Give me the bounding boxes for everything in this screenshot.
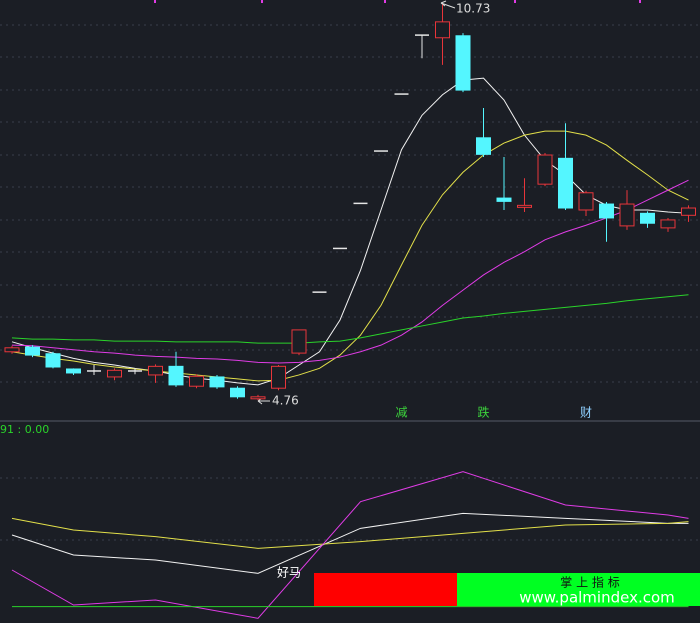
candle-body [45,353,61,368]
candle-body [558,157,573,209]
candle-body [107,369,122,378]
moving-average [11,77,689,386]
candle-body [4,347,20,353]
candle-body [660,219,676,229]
candle-body [271,365,286,389]
candle-body [599,203,614,219]
banner-title: 掌 上 指 标 [560,575,619,590]
candle-body [619,203,635,227]
candle-body [250,396,266,400]
indicator-annotation: 好马 [277,566,301,580]
moving-average [11,130,689,382]
candle-body [230,387,245,398]
candle-body [681,207,696,216]
indicator-line [11,512,689,574]
banner-url: www.palmindex.com [519,589,675,607]
candle-body [209,376,225,388]
candle-body [189,375,204,387]
candle-body [517,204,532,208]
indicator-label: 91 : 0.00 [0,423,49,436]
candle-body [148,365,163,376]
banner-red [314,573,457,606]
indicator-line [11,517,689,549]
candle-body [578,192,594,211]
candle-body [435,21,450,39]
candle-body [291,329,307,354]
candle-body [66,368,81,374]
candle-body [168,365,184,386]
signal-label: 财 [580,406,592,420]
grid [0,24,700,541]
top-markers [154,0,641,3]
banner-green [457,573,700,606]
candle-body [537,154,553,185]
signal-label: 跌 [477,405,489,420]
candle-body [455,35,471,91]
high-arrow [440,0,456,9]
low-label: 4.76 [272,394,299,408]
candle-body [25,346,40,356]
candle-body [640,212,655,224]
indicator-line [11,471,689,619]
moving-average [11,294,689,344]
candle-body [476,137,491,155]
signal-label: 减 [395,406,407,420]
candle-body [496,197,512,202]
high-label: 10.73 [456,2,490,16]
moving-average [11,179,689,364]
